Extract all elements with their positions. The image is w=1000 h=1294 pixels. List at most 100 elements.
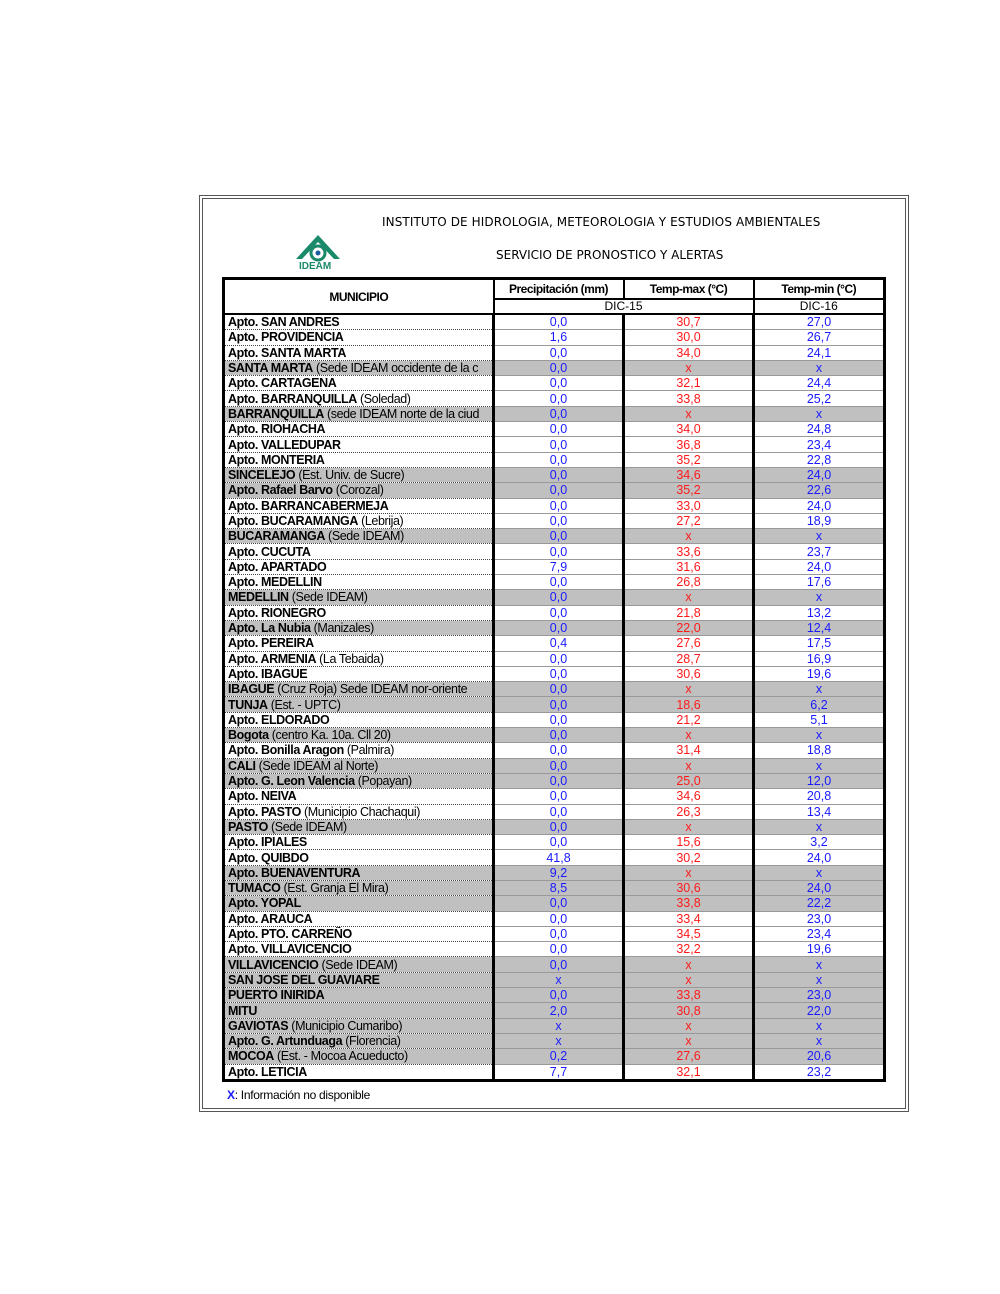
tmax-cell: 31,6 <box>623 559 755 576</box>
tmax-cell: x <box>623 727 755 744</box>
table-row: Apto. BARRANCABERMEJA 0,0 33,0 24,0 <box>223 498 885 514</box>
table-row: Apto. La Nubia (Manizales) 0,0 22,0 12,4 <box>223 620 885 637</box>
table-row: MEDELLIN (Sede IDEAM) 0,0 x x <box>223 589 885 606</box>
precip-cell: 0,0 <box>493 819 625 836</box>
table-row: Apto. MONTERIA 0,0 35,2 22,8 <box>223 452 885 468</box>
station-name: Apto. PROVIDENCIA <box>228 330 344 345</box>
precip-cell: 0,0 <box>493 696 625 713</box>
municipio-cell: SAN JOSE DEL GUAVIARE <box>223 972 495 989</box>
column-header-precip: Precipitación (mm) <box>492 277 625 300</box>
tmin-cell: x <box>753 1018 885 1034</box>
tmin-cell: 20,6 <box>753 1048 885 1065</box>
station-name: Apto. ELDORADO <box>228 712 330 727</box>
station-name: Apto. MONTERIA <box>228 452 325 467</box>
station-detail: (Municipio Chachaqui) <box>300 804 420 819</box>
municipio-cell: Apto. LETICIA <box>223 1064 495 1081</box>
municipio-cell: Apto. SAN ANDRES <box>223 314 495 331</box>
tmin-cell: 3,2 <box>753 834 885 851</box>
tmin-cell: 5,1 <box>753 712 885 729</box>
table-row: Apto. CUCUTA 0,0 33,6 23,7 <box>223 543 885 560</box>
tmin-cell: 16,9 <box>753 651 885 667</box>
station-name: SANTA MARTA <box>228 361 313 376</box>
municipio-cell: Apto. RIONEGRO <box>223 605 495 621</box>
municipio-cell: Apto. CARTAGENA <box>223 375 495 392</box>
table-row: Apto. QUIBDO 41,8 30,2 24,0 <box>223 849 885 866</box>
table-row: SAN JOSE DEL GUAVIARE x x x <box>223 972 885 989</box>
table-row: Apto. ARMENIA (La Tebaida) 0,0 28,7 16,9 <box>223 651 885 667</box>
precip-cell: 0,0 <box>493 543 625 560</box>
municipio-cell: Apto. PEREIRA <box>223 635 495 652</box>
municipio-cell: Apto. MEDELLIN <box>223 574 495 591</box>
tmin-cell: 13,2 <box>753 605 885 621</box>
precip-cell: 0,0 <box>493 941 625 958</box>
precip-cell: 0,0 <box>493 498 625 514</box>
service-title: SERVICIO DE PRONOSTICO Y ALERTAS <box>496 248 724 262</box>
table-row: Bogota (centro Ka. 10a. Cll 20) 0,0 x x <box>223 727 885 744</box>
tmin-cell: x <box>753 589 885 606</box>
precip-cell: 0,0 <box>493 360 625 377</box>
precip-cell: 0,0 <box>493 421 625 438</box>
tmax-cell: 34,6 <box>623 467 755 484</box>
tmax-cell: 30,6 <box>623 666 755 683</box>
table-row: MOCOA (Est. - Mocoa Acueducto) 0,2 27,6 20,… <box>223 1048 885 1065</box>
precip-cell: 0,0 <box>493 482 625 499</box>
legend-note: X: Información no disponible <box>227 1088 370 1102</box>
tmin-cell: x <box>753 819 885 836</box>
municipio-cell: Apto. NEIVA <box>223 788 495 805</box>
table-row: SANTA MARTA (Sede IDEAM occidente de la … <box>223 360 885 377</box>
tmax-cell: 30,2 <box>623 849 755 866</box>
tmin-cell: 12,0 <box>753 773 885 790</box>
tmax-cell: 33,8 <box>623 895 755 912</box>
station-name: Apto. VALLEDUPAR <box>228 437 341 452</box>
station-detail: (Palmira) <box>343 743 395 758</box>
table-row: Apto. MEDELLIN 0,0 26,8 17,6 <box>223 574 885 591</box>
municipio-cell: Apto. IPIALES <box>223 834 495 851</box>
tmax-cell: 30,6 <box>623 880 755 897</box>
column-header-municipio: MUNICIPIO <box>222 277 495 315</box>
precip-cell: 0,0 <box>493 727 625 744</box>
municipio-cell: Apto. PROVIDENCIA <box>223 329 495 346</box>
station-name: Apto. PTO. CARREÑO <box>228 927 352 942</box>
tmin-cell: 17,6 <box>753 574 885 591</box>
station-name: Apto. YOPAL <box>228 896 301 911</box>
tmin-cell: 24,1 <box>753 345 885 361</box>
table-row: Apto. PTO. CARREÑO 0,0 34,5 23,4 <box>223 926 885 943</box>
tmax-cell: 35,2 <box>623 482 755 499</box>
station-name: BARRANQUILLA <box>228 406 324 421</box>
station-detail: (Sede IDEAM) <box>318 957 398 972</box>
tmax-cell: 33,6 <box>623 543 755 560</box>
tmin-cell: x <box>753 956 885 973</box>
precip-cell: 0,0 <box>493 574 625 591</box>
tmax-cell: 34,5 <box>623 926 755 943</box>
municipio-cell: BUCARAMANGA (Sede IDEAM) <box>223 528 495 545</box>
tmax-cell: 30,7 <box>623 314 755 331</box>
municipio-cell: Apto. VILLAVICENCIO <box>223 941 495 958</box>
precip-cell: 0,0 <box>493 987 625 1004</box>
table-row: Apto. SAN ANDRES 0,0 30,7 27,0 <box>223 314 885 331</box>
station-name: PASTO <box>228 819 268 834</box>
table-row: Apto. VALLEDUPAR 0,0 36,8 23,4 <box>223 436 885 453</box>
tmin-cell: 24,8 <box>753 421 885 438</box>
municipio-cell: Apto. Bonilla Aragon (Palmira) <box>223 742 495 759</box>
precip-cell: 0,0 <box>493 620 625 637</box>
precip-cell: 0,0 <box>493 926 625 943</box>
table-row: Apto. LETICIA 7,7 32,1 23,2 <box>223 1064 885 1081</box>
station-name: TUMACO <box>228 881 281 896</box>
municipio-cell: Apto. YOPAL <box>223 895 495 912</box>
station-name: PUERTO INIRIDA <box>228 988 325 1003</box>
tmin-cell: 23,4 <box>753 926 885 943</box>
station-name: MEDELLIN <box>228 590 289 605</box>
station-name: Apto. RIONEGRO <box>228 605 326 620</box>
tmax-cell: x <box>623 1018 755 1034</box>
date-dic-15: DIC-15 <box>492 299 755 315</box>
station-name: Apto. SAN ANDRES <box>228 315 340 330</box>
precip-cell: 0,0 <box>493 390 625 407</box>
precip-cell: 0,0 <box>493 528 625 545</box>
municipio-cell: IBAGUE (Cruz Roja) Sede IDEAM nor-orient… <box>223 681 495 698</box>
tmax-cell: x <box>623 865 755 881</box>
table-row: Apto. IBAGUE 0,0 30,6 19,6 <box>223 666 885 683</box>
municipio-cell: PASTO (Sede IDEAM) <box>223 819 495 836</box>
tmin-cell: 22,8 <box>753 452 885 468</box>
station-name: Apto. PASTO <box>228 804 301 819</box>
table-row: Apto. SANTA MARTA 0,0 34,0 24,1 <box>223 345 885 361</box>
